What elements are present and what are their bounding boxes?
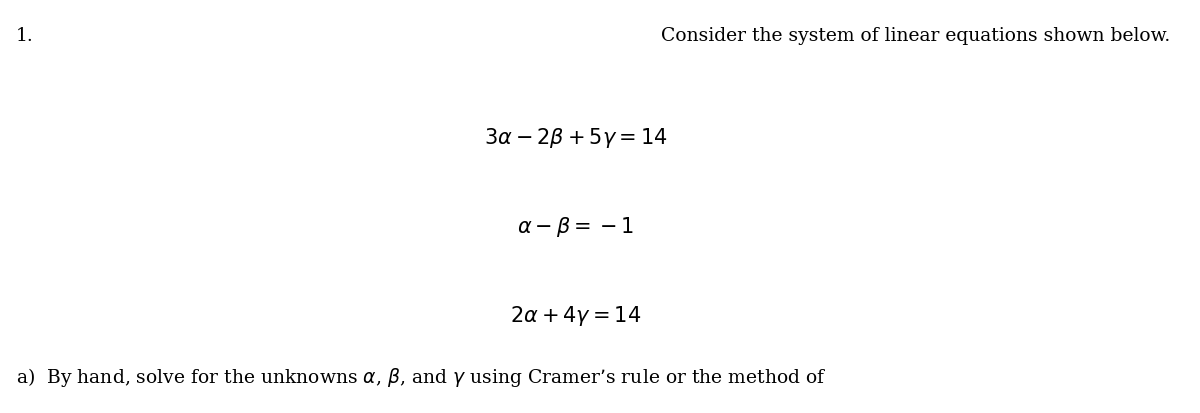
Text: $\alpha - \beta = -1$: $\alpha - \beta = -1$	[517, 215, 635, 239]
Text: Consider the system of linear equations shown below.: Consider the system of linear equations …	[661, 27, 1170, 45]
Text: 1.: 1.	[16, 27, 34, 45]
Text: $2\alpha + 4\gamma = 14$: $2\alpha + 4\gamma = 14$	[510, 304, 642, 328]
Text: a)  By hand, solve for the unknowns $\alpha$, $\beta$, and $\gamma$ using Cramer: a) By hand, solve for the unknowns $\alp…	[16, 366, 827, 389]
Text: $3\alpha - 2\beta + 5\gamma = 14$: $3\alpha - 2\beta + 5\gamma = 14$	[485, 126, 667, 150]
